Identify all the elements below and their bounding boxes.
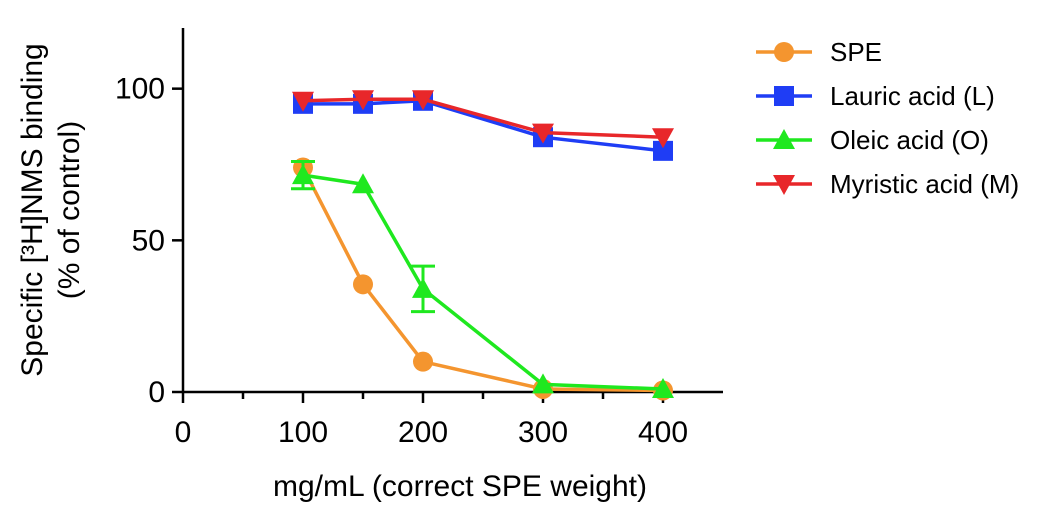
y-axis-title-line2: (% of control)	[53, 121, 86, 299]
x-tick-label: 300	[518, 416, 568, 449]
x-tick-label: 400	[638, 416, 688, 449]
axes: 0 50 100 0 100 200 300 400	[115, 28, 723, 449]
data-point	[653, 140, 673, 161]
data-point	[413, 351, 433, 372]
data-point	[292, 91, 314, 112]
data-point	[652, 377, 674, 398]
legend-item: Oleic acid (O)	[756, 125, 989, 155]
legend-marker	[773, 129, 795, 149]
legend-label: Oleic acid (O)	[830, 125, 989, 155]
x-tick-label: 100	[278, 416, 328, 449]
y-axis-title-line1: Specific [³H]NMS binding	[16, 43, 49, 376]
legend-marker	[774, 42, 794, 62]
y-tick-label: 100	[115, 73, 165, 106]
x-tick-label: 200	[398, 416, 448, 449]
data-point	[292, 164, 314, 185]
y-tick-label: 50	[132, 224, 165, 257]
legend-marker	[774, 86, 794, 106]
y-tick-label: 0	[148, 376, 165, 409]
data-point	[353, 274, 373, 295]
series-oleic-acid-o	[291, 159, 674, 398]
x-tick-label: 0	[175, 416, 192, 449]
legend-item: Myristic acid (M)	[756, 169, 1019, 199]
series-spe	[293, 157, 673, 401]
legend: SPE Lauric acid (L) Oleic acid (O) Myristic…	[756, 37, 1019, 199]
y-axis-title: Specific [³H]NMS binding (% of control)	[16, 43, 86, 376]
data-point	[532, 123, 554, 144]
series-myristic-acid-m	[292, 90, 674, 149]
plot-area	[291, 90, 674, 401]
legend-item: SPE	[756, 37, 882, 67]
legend-item: Lauric acid (L)	[756, 81, 995, 111]
legend-label: SPE	[830, 37, 882, 67]
legend-marker	[773, 175, 795, 195]
data-point	[652, 128, 674, 149]
data-point	[532, 373, 554, 394]
legend-label: Myristic acid (M)	[830, 169, 1019, 199]
data-point	[412, 277, 434, 298]
data-point	[352, 173, 374, 194]
data-point	[352, 90, 374, 111]
x-axis-title: mg/mL (correct SPE weight)	[273, 470, 647, 503]
legend-label: Lauric acid (L)	[830, 81, 995, 111]
data-point	[412, 90, 434, 111]
